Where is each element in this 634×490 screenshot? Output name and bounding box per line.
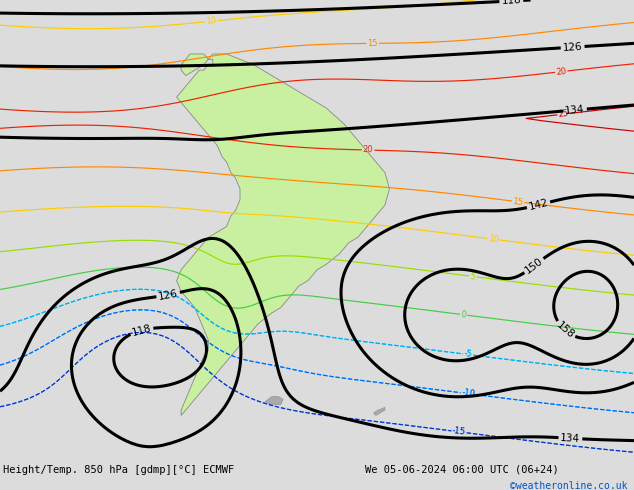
Polygon shape: [265, 396, 283, 405]
Text: Height/Temp. 850 hPa [gdmp][°C] ECMWF: Height/Temp. 850 hPa [gdmp][°C] ECMWF: [3, 465, 235, 475]
Text: -10: -10: [461, 388, 476, 399]
Text: 10: 10: [488, 234, 499, 245]
Text: 20: 20: [555, 67, 567, 77]
Polygon shape: [177, 54, 389, 416]
Text: 134: 134: [560, 433, 581, 444]
Text: 142: 142: [527, 197, 550, 212]
Text: -15: -15: [452, 426, 466, 437]
Polygon shape: [373, 407, 385, 416]
Text: 118: 118: [131, 323, 153, 338]
Text: -5: -5: [463, 349, 473, 360]
Text: 10: 10: [205, 16, 217, 26]
Text: 15: 15: [512, 196, 524, 207]
Text: ©weatheronline.co.uk: ©weatheronline.co.uk: [510, 481, 628, 490]
Text: 134: 134: [565, 104, 585, 116]
Text: 0: 0: [460, 310, 467, 319]
Text: 25: 25: [558, 109, 569, 119]
Text: 118: 118: [501, 0, 522, 6]
Text: 20: 20: [363, 146, 373, 155]
Text: -10: -10: [461, 388, 476, 399]
Text: 5: 5: [470, 271, 476, 281]
Text: 126: 126: [562, 42, 583, 53]
Text: 126: 126: [157, 288, 179, 301]
Text: 150: 150: [523, 256, 545, 276]
Text: We 05-06-2024 06:00 UTC (06+24): We 05-06-2024 06:00 UTC (06+24): [365, 465, 559, 475]
Text: 158: 158: [554, 320, 576, 341]
Text: -5: -5: [463, 349, 473, 360]
Text: -15: -15: [452, 426, 466, 437]
Text: 15: 15: [367, 39, 378, 48]
